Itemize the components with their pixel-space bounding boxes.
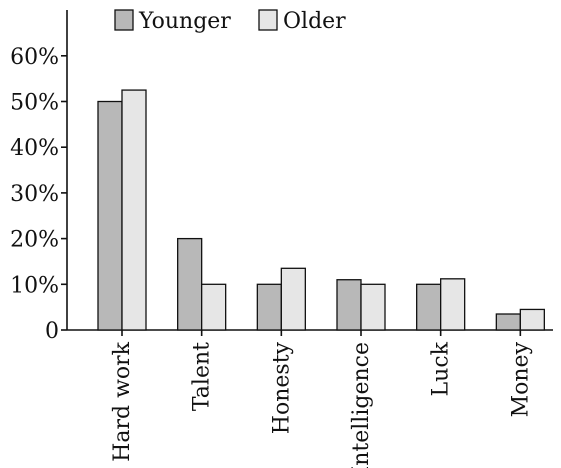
bar-younger-money <box>495 313 521 331</box>
bars-group <box>97 89 545 331</box>
bar-younger-hard-work <box>97 100 123 331</box>
y-tick-label: 20% <box>10 228 59 253</box>
x-category-label: Money <box>508 341 533 417</box>
bar-older-honesty <box>280 267 306 331</box>
x-category-label: Talent <box>190 342 215 411</box>
x-category-label: Intelligence <box>349 342 374 468</box>
legend-label-younger: Younger <box>138 9 231 34</box>
bar-younger-talent <box>177 237 203 331</box>
y-tick-label: 30% <box>10 182 59 207</box>
x-category-label: Hard work <box>110 341 135 461</box>
bar-younger-luck <box>416 283 442 331</box>
y-tick-label: 0 <box>45 319 59 344</box>
bar-older-luck <box>440 278 466 331</box>
bar-older-intelligence <box>360 283 386 331</box>
bar-older-talent <box>201 283 227 331</box>
y-tick-label: 40% <box>10 136 59 161</box>
legend-label-older: Older <box>283 9 346 34</box>
bar-younger-intelligence <box>336 279 362 331</box>
y-tick-label: 60% <box>10 45 59 70</box>
legend-swatch-older <box>258 9 278 31</box>
bar-younger-honesty <box>256 283 282 331</box>
legend: Younger Older <box>114 9 346 34</box>
y-axis-ticks: 0 10% 20% 30% 40% 50% 60% <box>10 45 67 344</box>
y-tick-label: 10% <box>10 273 59 298</box>
bar-older-hard-work <box>121 89 147 331</box>
bar-older-money <box>519 308 545 331</box>
x-category-label: Honesty <box>269 341 294 434</box>
x-axis-labels: Hard work Talent Honesty Intelligence Luck Mo… <box>110 330 533 468</box>
x-category-label: Luck <box>429 341 454 396</box>
legend-swatch-younger <box>114 9 134 31</box>
y-tick-label: 50% <box>10 91 59 116</box>
